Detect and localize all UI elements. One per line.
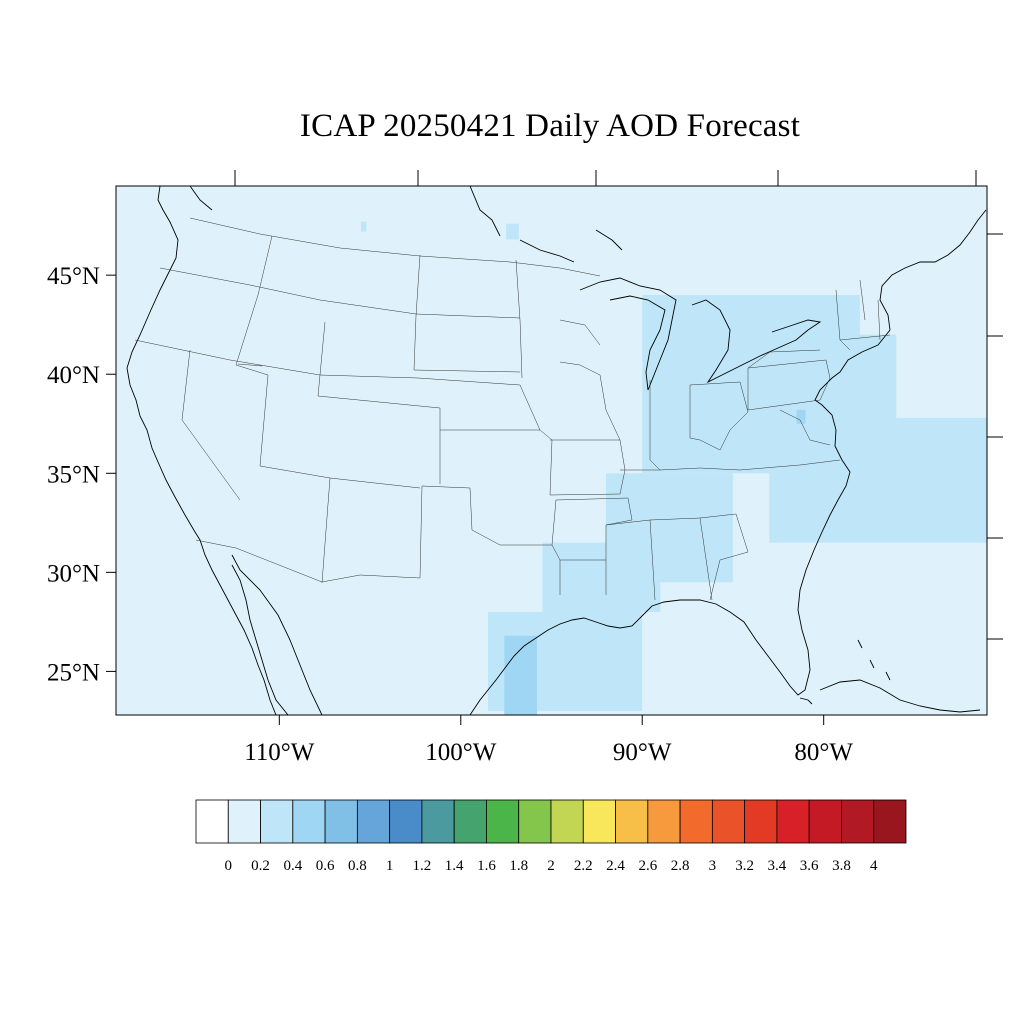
lon-tick-label-1: 100°W xyxy=(425,739,496,766)
map-axes: 45°N 40°N 35°N 30°N 25°N 110°W 100°W 90°W 80°W xyxy=(47,170,1003,766)
lon-tick-label-2: 90°W xyxy=(613,739,672,766)
bahamas xyxy=(857,639,891,681)
chart-title: ICAP 20250421 Daily AOD Forecast xyxy=(299,108,801,144)
colorbar-label-8: 1.6 xyxy=(477,858,496,874)
lat-tick-label-4: 25°N xyxy=(47,659,100,686)
baja-coast xyxy=(231,564,289,715)
colorbar-swatch-1 xyxy=(227,799,261,844)
colorbar-swatch-20 xyxy=(841,799,875,844)
colorbar-label-1: 0.2 xyxy=(251,858,270,874)
colorbar-label-19: 3.8 xyxy=(832,858,851,874)
canada-north xyxy=(189,186,623,263)
aod-region-7 xyxy=(823,334,897,434)
map-frame xyxy=(115,185,988,716)
colorbar-swatch-21 xyxy=(873,799,907,844)
colorbar-swatch-5 xyxy=(356,799,391,844)
colorbar-swatch-15 xyxy=(679,799,713,844)
colorbar-label-6: 1.2 xyxy=(413,858,432,874)
colorbar-swatch-7 xyxy=(421,799,455,844)
aod-region-9 xyxy=(796,409,806,424)
aod-field xyxy=(360,221,987,715)
colorbar-label-15: 3 xyxy=(709,858,717,874)
colorbar-swatch-10 xyxy=(518,799,552,844)
lat-tick-label-1: 40°N xyxy=(47,362,100,389)
colorbar-label-9: 1.8 xyxy=(509,858,528,874)
colorbar-label-17: 3.4 xyxy=(768,858,787,874)
coastline xyxy=(126,186,277,715)
colorbar-label-16: 3.2 xyxy=(735,858,754,874)
colorbar-swatch-17 xyxy=(744,799,778,844)
colorbar-swatch-16 xyxy=(711,799,746,844)
state-lines-east xyxy=(605,279,891,601)
lat-tick-label-0: 45°N xyxy=(47,263,100,290)
colorbar-swatch-0 xyxy=(195,799,229,844)
colorbar-swatch-14 xyxy=(647,799,681,844)
colorbar-label-4: 0.8 xyxy=(348,858,367,874)
lat-tick-label-2: 35°N xyxy=(47,461,100,488)
colorbar-label-7: 1.4 xyxy=(445,858,464,874)
state-lines-west xyxy=(134,235,561,595)
colorbar-label-12: 2.4 xyxy=(606,858,625,874)
florida-keys xyxy=(799,697,813,705)
colorbar-swatch-19 xyxy=(808,799,842,844)
aod-region-3 xyxy=(769,417,987,543)
colorbar-label-11: 2.2 xyxy=(574,858,593,874)
colorbar-label-2: 0.4 xyxy=(283,858,302,874)
lat-tick-label-3: 30°N xyxy=(47,560,100,587)
state-lines-central xyxy=(413,319,633,595)
map-boundaries xyxy=(126,186,987,715)
cuba xyxy=(819,679,981,713)
colorbar-label-3: 0.6 xyxy=(316,858,335,874)
colorbar-swatch-12 xyxy=(582,799,616,844)
colorbar-swatch-4 xyxy=(324,799,358,844)
lon-tick-label-0: 110°W xyxy=(244,739,315,766)
colorbar-label-10: 2 xyxy=(547,858,555,874)
colorbar-swatch-8 xyxy=(453,799,487,844)
colorbar-swatch-3 xyxy=(292,799,326,844)
colorbar: 0 0.2 0.4 0.6 0.8 1 1.2 1.4 1.6 1.8 2 2.2 2.4 2.6 2.8 3… xyxy=(195,799,907,874)
lon-tick-label-3: 80°W xyxy=(794,739,853,766)
colorbar-label-5: 1 xyxy=(386,858,394,874)
colorbar-label-20: 4 xyxy=(870,858,878,874)
aod-region-1 xyxy=(506,223,519,240)
colorbar-swatch-6 xyxy=(389,799,423,844)
colorbar-label-0: 0 xyxy=(225,858,233,874)
colorbar-label-18: 3.6 xyxy=(800,858,819,874)
colorbar-swatch-9 xyxy=(486,799,520,844)
colorbar-swatch-18 xyxy=(776,799,810,844)
aod-region-0 xyxy=(360,221,367,232)
aod-region-8 xyxy=(504,635,537,715)
colorbar-swatch-2 xyxy=(260,799,294,844)
colorbar-label-13: 2.6 xyxy=(638,858,657,874)
great-lakes xyxy=(579,277,822,391)
colorbar-swatch-11 xyxy=(550,799,584,844)
aod-region-6 xyxy=(542,542,661,612)
colorbar-label-14: 2.8 xyxy=(671,858,690,874)
gulf-coast xyxy=(469,209,987,715)
mexico-gulf-coast xyxy=(231,554,323,715)
colorbar-swatch-13 xyxy=(615,799,649,844)
